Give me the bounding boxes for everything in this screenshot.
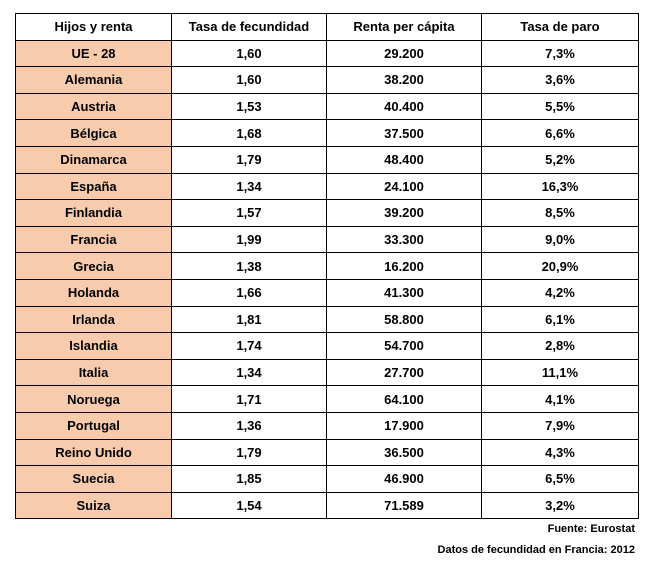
fertility-rate-cell: 1,53 [171, 92, 327, 121]
income-per-capita-cell: 17.900 [326, 411, 482, 440]
country-cell: Suecia [15, 465, 172, 493]
country-cell: Noruega [15, 385, 172, 413]
income-per-capita-cell: 58.800 [326, 305, 482, 334]
header-unemployment-rate: Tasa de paro [481, 13, 639, 41]
fertility-rate-cell: 1,38 [171, 252, 327, 280]
country-cell: Francia [15, 225, 172, 254]
fertility-rate-cell: 1,34 [171, 172, 327, 201]
unemployment-rate-cell: 11,1% [481, 358, 639, 387]
income-per-capita-cell: 37.500 [326, 119, 482, 147]
header-country: Hijos y renta [15, 13, 172, 41]
unemployment-rate-cell: 2,8% [481, 332, 639, 360]
country-cell: Alemania [15, 66, 172, 94]
country-cell: Holanda [15, 278, 172, 307]
unemployment-rate-cell: 6,5% [481, 465, 639, 493]
country-cell: España [15, 172, 172, 201]
table-row: Grecia 1,38 16.200 20,9% [15, 252, 639, 280]
income-per-capita-cell: 64.100 [326, 385, 482, 413]
fertility-rate-cell: 1,36 [171, 411, 327, 440]
income-per-capita-cell: 46.900 [326, 465, 482, 493]
income-per-capita-cell: 39.200 [326, 199, 482, 227]
fertility-rate-cell: 1,81 [171, 305, 327, 334]
header-fertility-rate: Tasa de fecundidad [171, 13, 327, 41]
country-cell: Grecia [15, 252, 172, 280]
income-per-capita-cell: 27.700 [326, 358, 482, 387]
table-row: UE - 28 1,60 29.200 7,3% [15, 39, 639, 68]
fertility-rate-cell: 1,66 [171, 278, 327, 307]
unemployment-rate-cell: 5,2% [481, 145, 639, 174]
fertility-rate-cell: 1,68 [171, 119, 327, 147]
table-row: Alemania 1,60 38.200 3,6% [15, 66, 639, 94]
unemployment-rate-cell: 8,5% [481, 199, 639, 227]
unemployment-rate-cell: 3,6% [481, 66, 639, 94]
unemployment-rate-cell: 4,3% [481, 438, 639, 467]
fertility-rate-cell: 1,79 [171, 438, 327, 467]
income-per-capita-cell: 36.500 [326, 438, 482, 467]
france-data-note: Datos de fecundidad en Francia: 2012 [437, 544, 635, 556]
fertility-rate-cell: 1,60 [171, 39, 327, 68]
country-cell: Finlandia [15, 199, 172, 227]
country-cell: Reino Unido [15, 438, 172, 467]
unemployment-rate-cell: 5,5% [481, 92, 639, 121]
country-cell: Austria [15, 92, 172, 121]
unemployment-rate-cell: 3,2% [481, 491, 639, 520]
table-row: Islandia 1,74 54.700 2,8% [15, 332, 639, 360]
table-row: Portugal 1,36 17.900 7,9% [15, 411, 639, 440]
country-cell: Irlanda [15, 305, 172, 334]
income-per-capita-cell: 33.300 [326, 225, 482, 254]
country-cell: UE - 28 [15, 39, 172, 68]
unemployment-rate-cell: 4,2% [481, 278, 639, 307]
source-note: Fuente: Eurostat [547, 523, 635, 535]
income-per-capita-cell: 41.300 [326, 278, 482, 307]
fertility-income-table: Hijos y renta Tasa de fecundidad Renta p… [15, 13, 639, 520]
country-cell: Dinamarca [15, 145, 172, 174]
table-body: UE - 28 1,60 29.200 7,3% Alemania 1,60 38.200 3… [15, 39, 639, 520]
fertility-rate-cell: 1,57 [171, 199, 327, 227]
income-per-capita-cell: 24.100 [326, 172, 482, 201]
fertility-rate-cell: 1,34 [171, 358, 327, 387]
fertility-rate-cell: 1,79 [171, 145, 327, 174]
table-row: Italia 1,34 27.700 11,1% [15, 358, 639, 387]
unemployment-rate-cell: 20,9% [481, 252, 639, 280]
unemployment-rate-cell: 6,6% [481, 119, 639, 147]
table-row: Suiza 1,54 71.589 3,2% [15, 491, 639, 520]
country-cell: Portugal [15, 411, 172, 440]
table-row: Reino Unido 1,79 36.500 4,3% [15, 438, 639, 467]
country-cell: Bélgica [15, 119, 172, 147]
income-per-capita-cell: 54.700 [326, 332, 482, 360]
unemployment-rate-cell: 7,9% [481, 411, 639, 440]
country-cell: Islandia [15, 332, 172, 360]
income-per-capita-cell: 71.589 [326, 491, 482, 520]
table-row: Francia 1,99 33.300 9,0% [15, 225, 639, 254]
table-row: Holanda 1,66 41.300 4,2% [15, 278, 639, 307]
header-row: Hijos y renta Tasa de fecundidad Renta p… [15, 13, 639, 41]
income-per-capita-cell: 16.200 [326, 252, 482, 280]
table-row: Noruega 1,71 64.100 4,1% [15, 385, 639, 413]
income-per-capita-cell: 40.400 [326, 92, 482, 121]
table-row: España 1,34 24.100 16,3% [15, 172, 639, 201]
income-per-capita-cell: 48.400 [326, 145, 482, 174]
fertility-rate-cell: 1,85 [171, 465, 327, 493]
table-row: Irlanda 1,81 58.800 6,1% [15, 305, 639, 334]
table-row: Dinamarca 1,79 48.400 5,2% [15, 145, 639, 174]
fertility-rate-cell: 1,54 [171, 491, 327, 520]
income-per-capita-cell: 38.200 [326, 66, 482, 94]
header-income-per-capita: Renta per cápita [326, 13, 482, 41]
country-cell: Suiza [15, 491, 172, 520]
fertility-rate-cell: 1,99 [171, 225, 327, 254]
fertility-rate-cell: 1,60 [171, 66, 327, 94]
fertility-rate-cell: 1,74 [171, 332, 327, 360]
unemployment-rate-cell: 16,3% [481, 172, 639, 201]
table-row: Bélgica 1,68 37.500 6,6% [15, 119, 639, 147]
country-cell: Italia [15, 358, 172, 387]
table-row: Suecia 1,85 46.900 6,5% [15, 465, 639, 493]
fertility-rate-cell: 1,71 [171, 385, 327, 413]
income-per-capita-cell: 29.200 [326, 39, 482, 68]
unemployment-rate-cell: 6,1% [481, 305, 639, 334]
unemployment-rate-cell: 9,0% [481, 225, 639, 254]
table-row: Finlandia 1,57 39.200 8,5% [15, 199, 639, 227]
unemployment-rate-cell: 4,1% [481, 385, 639, 413]
table-row: Austria 1,53 40.400 5,5% [15, 92, 639, 121]
unemployment-rate-cell: 7,3% [481, 39, 639, 68]
